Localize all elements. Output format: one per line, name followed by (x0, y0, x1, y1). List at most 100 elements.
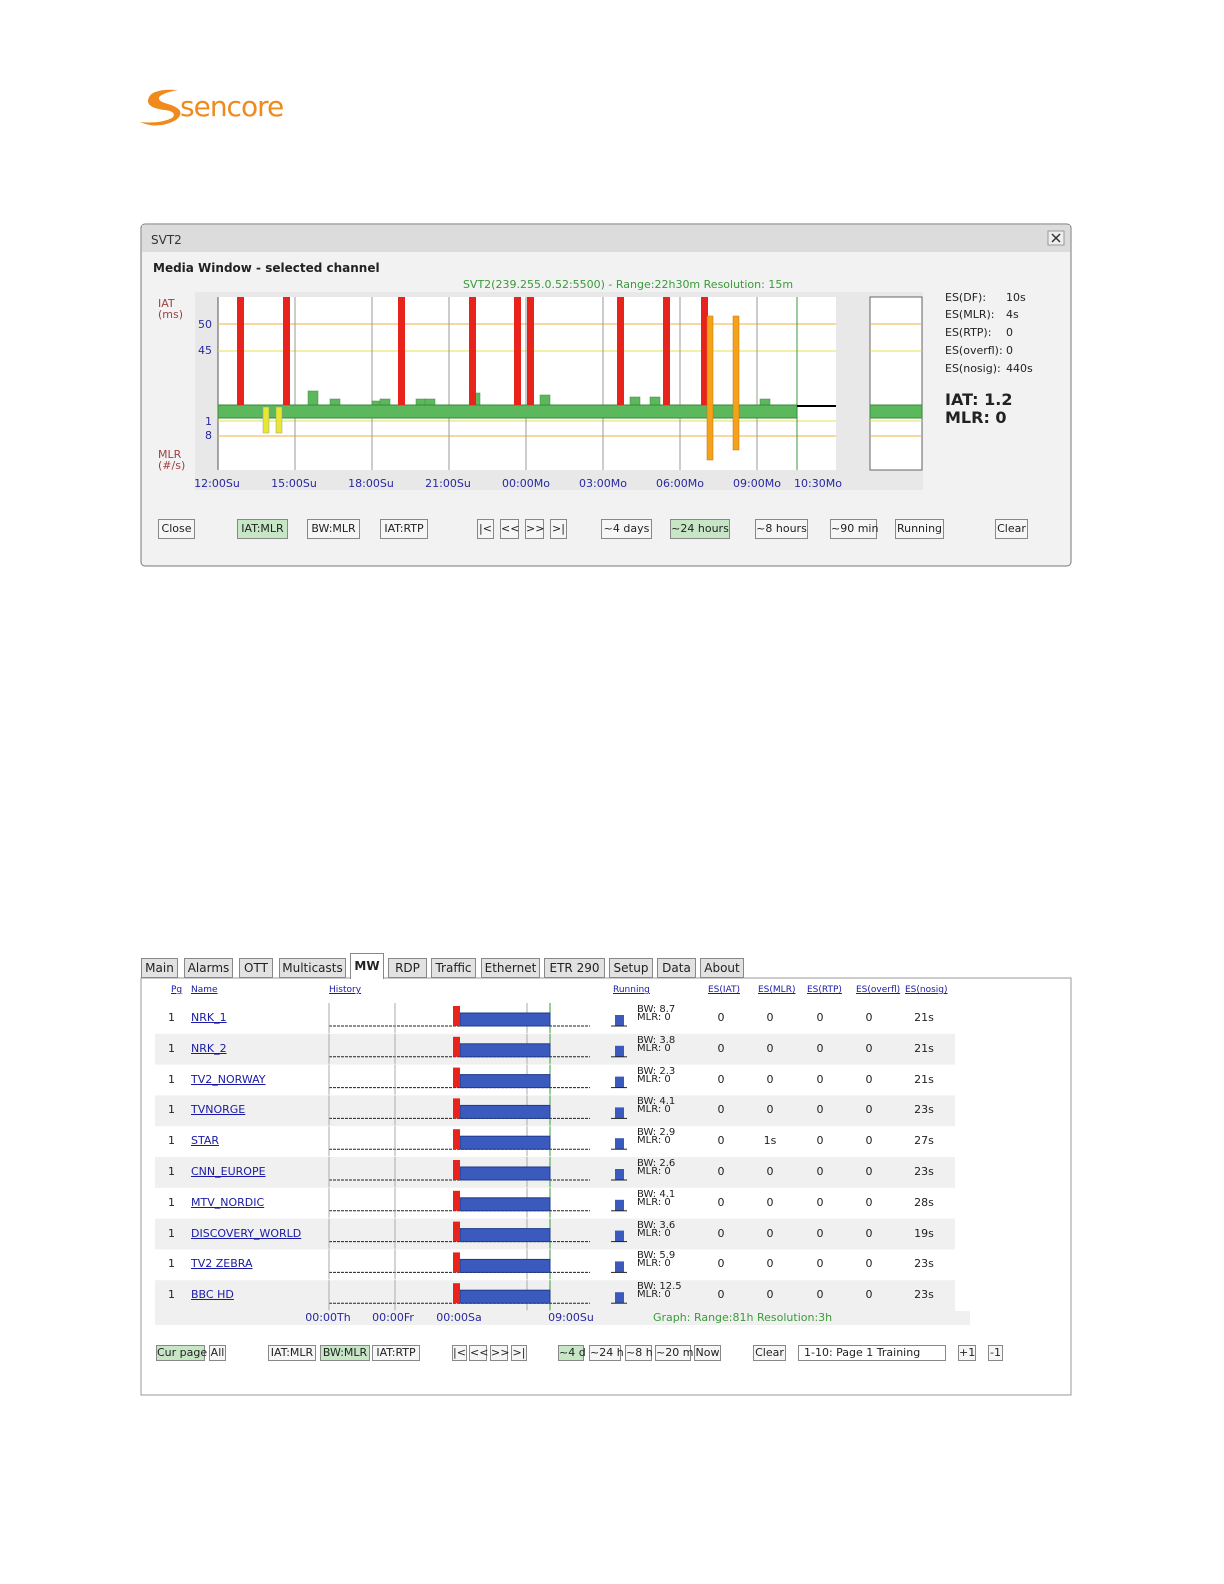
row-mlr: MLR: 0 (637, 1227, 671, 1239)
history-red (453, 1221, 460, 1242)
button[interactable]: ~8 h (625, 1345, 653, 1361)
row-bw: BW: 5.9 (637, 1250, 676, 1262)
column-header[interactable]: Pg (171, 985, 183, 995)
column-header[interactable]: ES(overfl) (856, 985, 901, 995)
row-name[interactable]: DISCOVERY_WORLD (191, 1226, 302, 1240)
button[interactable]: |< (452, 1345, 467, 1361)
button[interactable]: ~20 m (655, 1345, 694, 1361)
button[interactable]: BW:MLR (320, 1345, 370, 1361)
button[interactable]: +1 (958, 1345, 976, 1361)
row-name[interactable]: STAR (191, 1134, 220, 1148)
button[interactable]: >> (525, 519, 544, 539)
row-es: 0 (717, 1288, 725, 1302)
tab[interactable]: OTT (239, 958, 273, 978)
button[interactable]: Clear (753, 1345, 786, 1361)
tab[interactable]: ETR 290 (544, 958, 605, 978)
button[interactable]: ~24 h (589, 1345, 624, 1361)
row-es: 0 (766, 1226, 774, 1240)
tab[interactable]: Data (657, 958, 696, 978)
row-bw: BW: 2.6 (637, 1158, 676, 1169)
tab[interactable]: Setup (609, 958, 653, 978)
row-name[interactable]: BBC HD (191, 1288, 234, 1302)
button[interactable]: ~8 hours (755, 519, 808, 539)
row-name[interactable]: CNN_EUROPE (191, 1165, 266, 1178)
button[interactable]: IAT:RTP (380, 519, 428, 539)
button[interactable]: BW:MLR (307, 519, 360, 539)
button[interactable]: ~90 min (830, 519, 878, 539)
tab[interactable]: RDP (388, 958, 427, 978)
tab[interactable]: Ethernet (481, 958, 540, 978)
row-name[interactable]: NRK_2 (191, 1041, 227, 1055)
button[interactable]: >| (550, 519, 567, 539)
orange-bar (732, 315, 740, 451)
row-es: 0 (766, 1072, 774, 1086)
tab[interactable]: Main (141, 958, 178, 978)
button[interactable]: << (500, 519, 519, 539)
column-header[interactable]: ES(IAT) (708, 985, 741, 995)
button[interactable]: ~24 hours (670, 519, 730, 539)
row-name[interactable]: TVNORGE (191, 1103, 246, 1117)
column-header[interactable]: Running (613, 985, 650, 995)
tab[interactable]: About (700, 958, 744, 978)
green-bump (649, 396, 661, 406)
mlr-label: MLR (158, 448, 182, 461)
history-bw (459, 1166, 551, 1181)
button[interactable]: >> (490, 1345, 510, 1361)
column-header[interactable]: ES(MLR) (758, 985, 796, 995)
orange-bar (706, 315, 714, 461)
button[interactable]: Clear (995, 519, 1028, 539)
column-header[interactable]: Name (191, 985, 218, 995)
row-es: 0 (717, 1195, 725, 1209)
row-bw: BW: 2.9 (637, 1127, 676, 1139)
column-header[interactable]: ES(RTP) (807, 985, 842, 995)
plot-side (869, 296, 923, 471)
row-name[interactable]: NRK_1 (191, 1011, 227, 1024)
history-bw (459, 1104, 551, 1119)
row-es: 0 (865, 1195, 873, 1209)
stat-label: ES(DF): (945, 291, 987, 304)
tab[interactable]: Alarms (184, 958, 233, 978)
button[interactable]: >| (511, 1345, 527, 1361)
tab[interactable]: Multicasts (279, 958, 346, 978)
row-pg: 1 (168, 1288, 175, 1302)
button[interactable]: ~4 days (601, 519, 652, 539)
row-name[interactable]: MTV_NORDIC (191, 1195, 265, 1209)
tab[interactable]: MW (350, 953, 384, 979)
row-bg (155, 1095, 955, 1127)
green-bump (539, 394, 551, 406)
row-es: 0 (865, 1257, 873, 1271)
button[interactable]: ~4 d (558, 1345, 586, 1361)
row-bg (155, 1157, 955, 1188)
row-es: 0 (816, 1288, 824, 1302)
yellow-bar (275, 406, 283, 434)
button[interactable]: Cur page (156, 1345, 208, 1361)
x-tick-label: 18:00Su (348, 477, 394, 490)
row-es: 0 (816, 1011, 824, 1024)
history-red (453, 1190, 460, 1211)
row-name[interactable]: TV2_NORWAY (191, 1072, 266, 1086)
row-name[interactable]: TV2 ZEBRA (191, 1257, 253, 1271)
button[interactable]: Now (694, 1345, 721, 1361)
history-bw (459, 1135, 551, 1150)
row-es: 23s (914, 1257, 934, 1271)
page-select[interactable]: 1-10: Page 1 Training (798, 1345, 946, 1361)
button[interactable]: IAT:RTP (372, 1345, 420, 1361)
row-pg: 1 (168, 1195, 175, 1209)
column-header[interactable]: ES(nosig) (905, 985, 948, 995)
button[interactable]: << (469, 1345, 489, 1361)
x-tick-label: 00:00Fr (372, 1311, 414, 1324)
green-bump (759, 398, 771, 406)
x-tick-label: 15:00Su (271, 477, 317, 490)
button[interactable]: IAT:MLR (237, 519, 288, 539)
row-mlr: MLR: 0 (637, 1104, 671, 1116)
button[interactable]: All (209, 1345, 226, 1361)
button[interactable]: |< (477, 519, 494, 539)
button[interactable]: -1 (988, 1345, 1003, 1361)
button[interactable]: IAT:MLR (268, 1345, 316, 1361)
row-es: 0 (816, 1041, 824, 1055)
row-es: 0 (766, 1288, 774, 1302)
button[interactable]: Close (158, 519, 195, 539)
tab[interactable]: Traffic (431, 958, 476, 978)
button[interactable]: Running (895, 519, 944, 539)
column-header[interactable]: History (329, 985, 362, 995)
